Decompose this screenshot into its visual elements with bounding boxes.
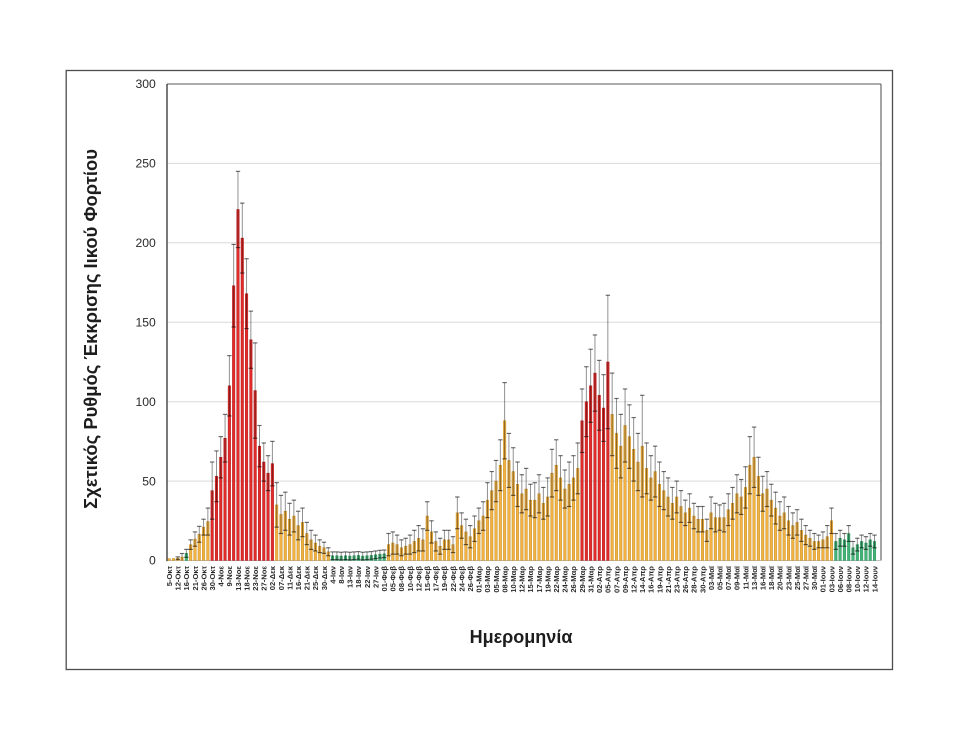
svg-text:05-Φεβ: 05-Φεβ — [389, 566, 398, 592]
svg-text:Σχετικός Ρυθμός Έκκρισης Ιικού: Σχετικός Ρυθμός Έκκρισης Ιικού Φορτίου — [80, 149, 101, 509]
svg-text:07-Δεκ: 07-Δεκ — [277, 565, 286, 590]
svg-text:30-Οκτ: 30-Οκτ — [208, 565, 217, 590]
svg-text:13-Ιαν: 13-Ιαν — [346, 566, 355, 588]
svg-text:30-Δεκ: 30-Δεκ — [320, 565, 329, 590]
svg-text:Ημερομηνία: Ημερομηνία — [470, 627, 573, 647]
svg-text:18-Ιαν: 18-Ιαν — [354, 566, 363, 588]
svg-text:12-Ιουν: 12-Ιουν — [862, 566, 871, 592]
svg-text:15-Φεβ: 15-Φεβ — [423, 566, 432, 592]
svg-text:12-Απρ: 12-Απρ — [629, 566, 638, 593]
svg-text:29-Μαρ: 29-Μαρ — [578, 566, 587, 593]
svg-text:8-Ιαν: 8-Ιαν — [337, 566, 346, 584]
svg-text:12-Οκτ: 12-Οκτ — [174, 565, 183, 590]
svg-text:50: 50 — [142, 474, 156, 488]
svg-text:16-Οκτ: 16-Οκτ — [182, 565, 191, 590]
svg-text:20-Μαϊ: 20-Μαϊ — [776, 565, 785, 590]
svg-text:21-Απρ: 21-Απρ — [664, 566, 673, 593]
svg-text:27-Μαϊ: 27-Μαϊ — [802, 565, 811, 590]
svg-text:01-Μαρ: 01-Μαρ — [475, 566, 484, 593]
svg-text:4-Νοε: 4-Νοε — [217, 566, 226, 587]
svg-text:27-Ιαν: 27-Ιαν — [371, 566, 380, 588]
svg-text:01-Ιουν: 01-Ιουν — [819, 566, 828, 592]
svg-text:5-Οκτ: 5-Οκτ — [165, 565, 174, 586]
svg-text:14-Ιουν: 14-Ιουν — [870, 566, 879, 592]
svg-text:100: 100 — [135, 395, 156, 409]
svg-text:12-Φεβ: 12-Φεβ — [414, 566, 423, 592]
svg-text:30-Μαϊ: 30-Μαϊ — [810, 565, 819, 590]
svg-text:09-Απρ: 09-Απρ — [621, 566, 630, 593]
svg-text:02-Δεκ: 02-Δεκ — [268, 565, 277, 590]
svg-text:0: 0 — [149, 554, 156, 568]
svg-text:150: 150 — [135, 315, 156, 329]
svg-text:07-Μαϊ: 07-Μαϊ — [724, 565, 733, 590]
svg-text:12-Μαρ: 12-Μαρ — [518, 566, 527, 593]
svg-text:23-Απρ: 23-Απρ — [672, 566, 681, 593]
svg-text:17-Μαρ: 17-Μαρ — [535, 566, 544, 593]
svg-text:03-Μαρ: 03-Μαρ — [483, 566, 492, 593]
svg-text:4-Ιαν: 4-Ιαν — [328, 566, 337, 584]
svg-text:22-Φεβ: 22-Φεβ — [449, 566, 458, 592]
svg-text:03-Ιουν: 03-Ιουν — [827, 566, 836, 592]
svg-text:05-Μαϊ: 05-Μαϊ — [715, 565, 724, 590]
svg-text:03-Μαϊ: 03-Μαϊ — [707, 565, 716, 590]
svg-text:09-Μαϊ: 09-Μαϊ — [733, 565, 742, 590]
svg-text:07-Απρ: 07-Απρ — [612, 566, 621, 593]
svg-text:250: 250 — [135, 157, 156, 171]
svg-text:21-Οκτ: 21-Οκτ — [191, 565, 200, 590]
svg-text:26-Μαρ: 26-Μαρ — [569, 566, 578, 593]
svg-text:11-Μαϊ: 11-Μαϊ — [741, 565, 750, 590]
svg-text:19-Φεβ: 19-Φεβ — [440, 566, 449, 592]
svg-text:24-Μαρ: 24-Μαρ — [561, 566, 570, 593]
svg-text:08-Ιουν: 08-Ιουν — [845, 566, 854, 592]
svg-text:05-Μαρ: 05-Μαρ — [492, 566, 501, 593]
svg-text:13-Μαϊ: 13-Μαϊ — [750, 565, 759, 590]
svg-text:10-Ιουν: 10-Ιουν — [853, 566, 862, 592]
svg-text:06-Ιουν: 06-Ιουν — [836, 566, 845, 592]
svg-text:01-Φεβ: 01-Φεβ — [380, 566, 389, 592]
svg-text:31-Μαρ: 31-Μαρ — [586, 566, 595, 593]
svg-text:300: 300 — [135, 77, 156, 91]
svg-text:22-Ιαν: 22-Ιαν — [363, 566, 372, 588]
svg-text:15-Μαρ: 15-Μαρ — [526, 566, 535, 593]
svg-text:16-Απρ: 16-Απρ — [647, 566, 656, 593]
svg-text:200: 200 — [135, 236, 156, 250]
svg-text:26-Οκτ: 26-Οκτ — [199, 565, 208, 590]
svg-text:13-Νοε: 13-Νοε — [234, 566, 243, 591]
svg-text:16-Δεκ: 16-Δεκ — [294, 565, 303, 590]
svg-text:25-Μαϊ: 25-Μαϊ — [793, 565, 802, 590]
svg-text:19-Απρ: 19-Απρ — [655, 566, 664, 593]
svg-text:18-Νοε: 18-Νοε — [242, 566, 251, 591]
svg-text:02-Απρ: 02-Απρ — [595, 566, 604, 593]
svg-text:10-Φεβ: 10-Φεβ — [406, 566, 415, 592]
svg-text:30-Απρ: 30-Απρ — [698, 566, 707, 593]
svg-text:9-Νοε: 9-Νοε — [225, 566, 234, 587]
svg-text:28-Απρ: 28-Απρ — [690, 566, 699, 593]
svg-text:21-Δεκ: 21-Δεκ — [303, 565, 312, 590]
svg-text:10-Μαρ: 10-Μαρ — [509, 566, 518, 593]
svg-text:23-Μαϊ: 23-Μαϊ — [784, 565, 793, 590]
svg-text:14-Απρ: 14-Απρ — [638, 566, 647, 593]
svg-text:26-Φεβ: 26-Φεβ — [466, 566, 475, 592]
svg-text:19-Μαρ: 19-Μαρ — [543, 566, 552, 593]
svg-text:22-Μαρ: 22-Μαρ — [552, 566, 561, 593]
svg-text:27-Νοε: 27-Νοε — [260, 566, 269, 591]
svg-text:23-Νοε: 23-Νοε — [251, 566, 260, 591]
svg-text:08-Μαρ: 08-Μαρ — [500, 566, 509, 593]
svg-text:18-Μαϊ: 18-Μαϊ — [767, 565, 776, 590]
svg-text:25-Δεκ: 25-Δεκ — [311, 565, 320, 590]
svg-text:05-Απρ: 05-Απρ — [604, 566, 613, 593]
svg-text:08-Φεβ: 08-Φεβ — [397, 566, 406, 592]
svg-text:26-Απρ: 26-Απρ — [681, 566, 690, 593]
svg-text:16-Μαϊ: 16-Μαϊ — [758, 565, 767, 590]
svg-text:11-Δεκ: 11-Δεκ — [285, 565, 294, 590]
svg-text:24-Φεβ: 24-Φεβ — [457, 566, 466, 592]
svg-text:17-Φεβ: 17-Φεβ — [432, 566, 441, 592]
